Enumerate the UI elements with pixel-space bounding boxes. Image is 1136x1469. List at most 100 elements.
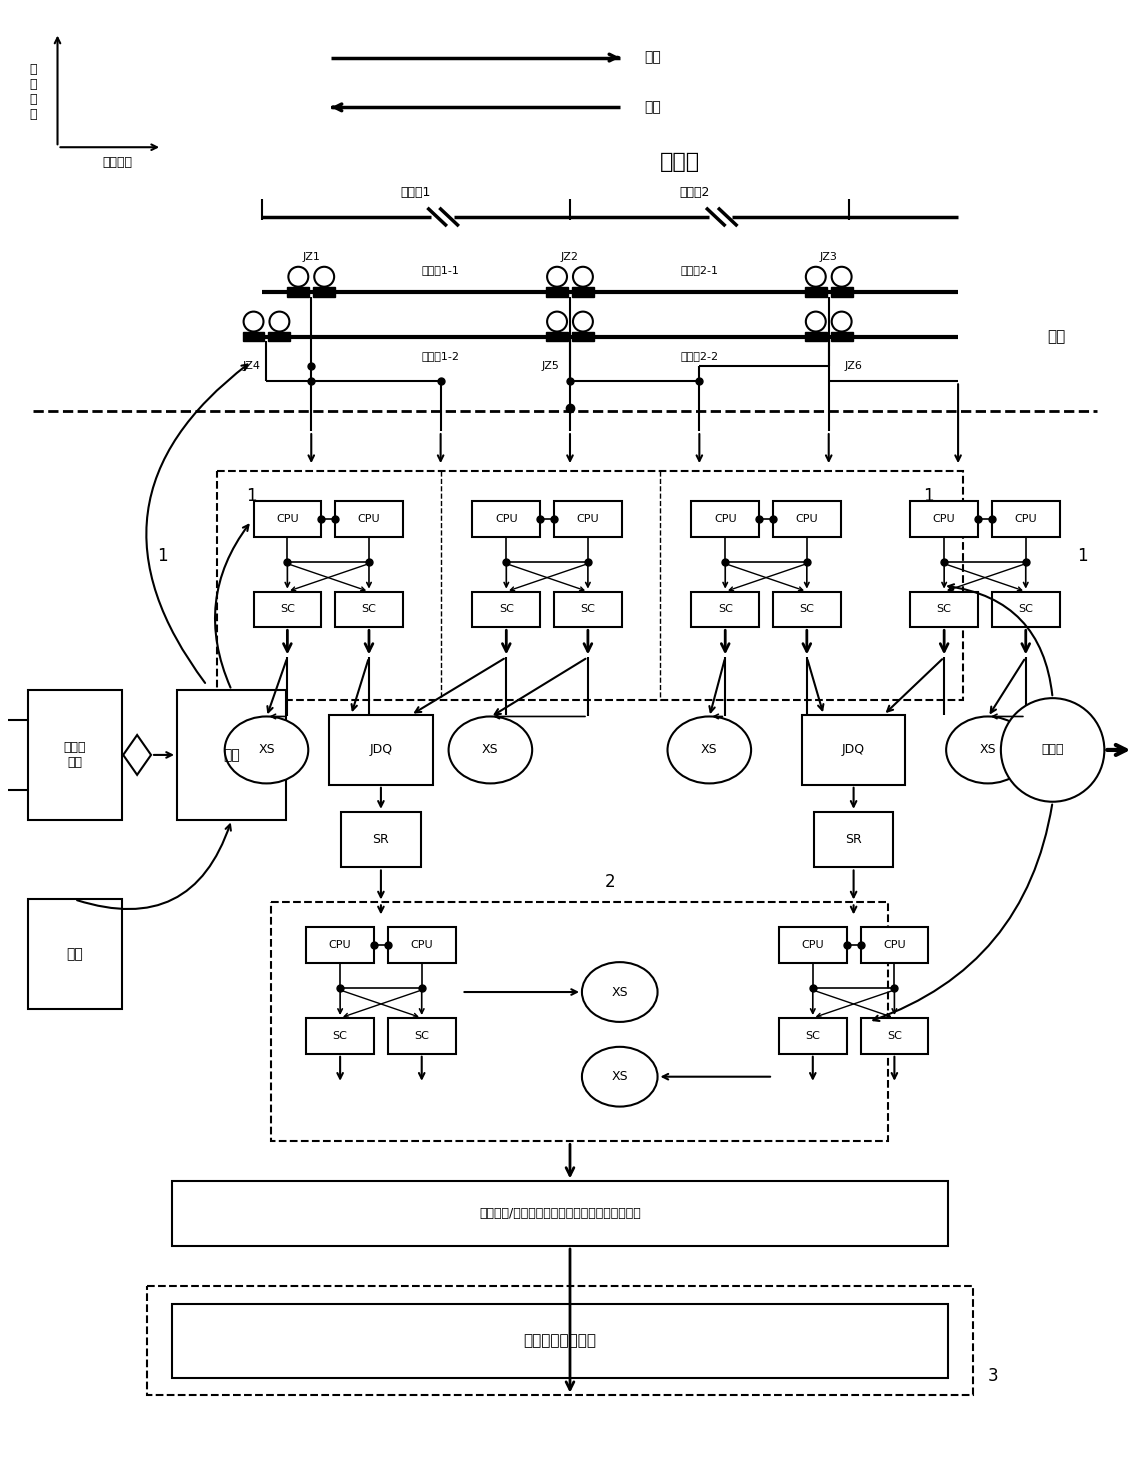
Bar xyxy=(546,286,568,297)
Bar xyxy=(861,927,928,964)
Bar xyxy=(830,332,853,341)
Circle shape xyxy=(548,267,567,286)
Text: CPU: CPU xyxy=(495,514,518,524)
Bar xyxy=(861,1018,928,1053)
Text: CPU: CPU xyxy=(933,514,955,524)
Text: 监测机: 监测机 xyxy=(1042,743,1064,757)
Text: JZ5: JZ5 xyxy=(541,361,559,372)
Bar xyxy=(554,501,621,536)
Text: JZ6: JZ6 xyxy=(845,361,862,372)
Bar xyxy=(172,1304,949,1378)
Circle shape xyxy=(832,267,852,286)
Text: 横向坐标: 横向坐标 xyxy=(102,156,132,169)
Bar xyxy=(147,1285,974,1396)
Text: 1: 1 xyxy=(157,546,167,564)
Text: 室外: 室外 xyxy=(1047,329,1066,344)
Circle shape xyxy=(832,311,852,332)
Text: 1: 1 xyxy=(247,486,257,505)
Text: 3: 3 xyxy=(987,1366,999,1385)
Text: CPU: CPU xyxy=(713,514,736,524)
Text: 复位: 复位 xyxy=(224,748,240,762)
Text: 轨道出清/占用、列车方向、系统放障继电器输出: 轨道出清/占用、列车方向、系统放障继电器输出 xyxy=(479,1206,641,1219)
Text: SC: SC xyxy=(805,1031,820,1042)
Ellipse shape xyxy=(225,717,308,783)
Text: JDQ: JDQ xyxy=(842,743,866,757)
Bar xyxy=(268,332,291,341)
Bar xyxy=(387,927,456,964)
Circle shape xyxy=(805,311,826,332)
Bar xyxy=(779,927,846,964)
Bar xyxy=(992,501,1060,536)
Bar xyxy=(473,592,540,627)
Text: XS: XS xyxy=(611,1071,628,1083)
Text: JZ1: JZ1 xyxy=(302,251,320,261)
Bar xyxy=(473,501,540,536)
Text: CPU: CPU xyxy=(1014,514,1037,524)
Text: 2: 2 xyxy=(604,874,615,892)
Text: 反向: 反向 xyxy=(644,100,661,115)
Text: CPU: CPU xyxy=(795,514,818,524)
Text: 电源: 电源 xyxy=(66,948,83,961)
Text: SC: SC xyxy=(361,604,376,614)
Bar xyxy=(217,472,963,701)
Bar xyxy=(830,286,853,297)
Text: SR: SR xyxy=(845,833,862,846)
Text: 大区段1: 大区段1 xyxy=(401,185,431,198)
Circle shape xyxy=(1001,698,1104,802)
Bar xyxy=(307,927,374,964)
Bar xyxy=(813,812,893,868)
Bar xyxy=(546,332,568,341)
Text: SC: SC xyxy=(800,604,815,614)
Bar xyxy=(554,592,621,627)
Text: 小区段1-2: 小区段1-2 xyxy=(421,351,460,361)
Bar xyxy=(992,592,1060,627)
Bar xyxy=(772,501,841,536)
Text: 分相区: 分相区 xyxy=(659,153,700,172)
Bar xyxy=(253,501,321,536)
Text: CPU: CPU xyxy=(410,940,433,950)
Text: JZ2: JZ2 xyxy=(561,251,579,261)
Text: 纵
向
坐
标: 纵 向 坐 标 xyxy=(28,63,36,122)
Text: 正向: 正向 xyxy=(644,50,661,65)
Bar xyxy=(27,899,123,1009)
Text: JZ4: JZ4 xyxy=(243,361,260,372)
Text: CPU: CPU xyxy=(358,514,381,524)
Text: XS: XS xyxy=(611,986,628,999)
Text: SR: SR xyxy=(373,833,390,846)
Ellipse shape xyxy=(582,1047,658,1106)
Bar xyxy=(804,286,827,297)
Text: XS: XS xyxy=(979,743,996,757)
Bar xyxy=(573,332,594,341)
Circle shape xyxy=(289,267,308,286)
Text: 大区段2: 大区段2 xyxy=(679,185,710,198)
Bar xyxy=(335,501,403,536)
Bar xyxy=(692,592,759,627)
Circle shape xyxy=(573,311,593,332)
Bar xyxy=(341,812,420,868)
Bar xyxy=(272,902,888,1141)
Bar xyxy=(573,286,594,297)
Ellipse shape xyxy=(582,962,658,1022)
Ellipse shape xyxy=(946,717,1029,783)
Text: JDQ: JDQ xyxy=(369,743,392,757)
Bar xyxy=(329,715,433,784)
Circle shape xyxy=(315,267,334,286)
Bar xyxy=(910,592,978,627)
Text: 列车位置检测单元: 列车位置检测单元 xyxy=(524,1334,596,1349)
Text: SC: SC xyxy=(415,1031,429,1042)
Bar xyxy=(387,1018,456,1053)
Text: XS: XS xyxy=(701,743,718,757)
Circle shape xyxy=(243,311,264,332)
Bar xyxy=(172,1181,949,1246)
Text: SC: SC xyxy=(333,1031,348,1042)
Text: 1: 1 xyxy=(1077,546,1088,564)
Text: SC: SC xyxy=(580,604,595,614)
Bar xyxy=(779,1018,846,1053)
Text: 小区段2-1: 小区段2-1 xyxy=(680,264,718,275)
Text: SC: SC xyxy=(1018,604,1033,614)
Bar xyxy=(804,332,827,341)
Bar xyxy=(910,501,978,536)
Bar xyxy=(177,690,286,820)
Text: CPU: CPU xyxy=(802,940,824,950)
Ellipse shape xyxy=(668,717,751,783)
